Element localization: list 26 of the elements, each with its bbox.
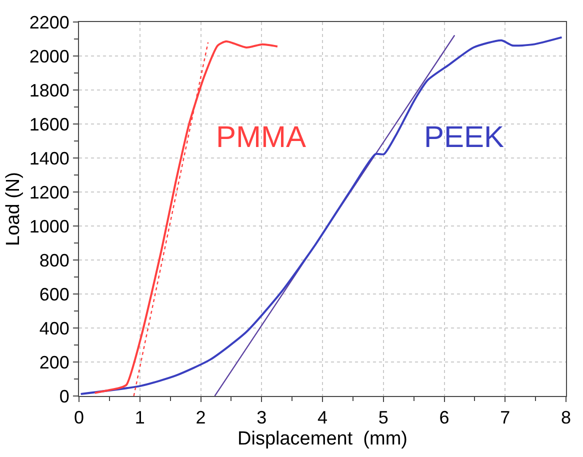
x-tick-label: 3 (256, 408, 267, 428)
x-tick-label: 2 (196, 408, 206, 428)
y-tick-label: 800 (39, 250, 70, 270)
x-tick-label: 0 (74, 408, 84, 428)
y-tick-label: 1000 (29, 216, 70, 236)
y-tick-label: 600 (39, 284, 70, 304)
y-axis-title: Load (N) (3, 172, 24, 246)
x-tick-label: 7 (500, 408, 510, 428)
y-tick-label: 1200 (29, 182, 70, 202)
y-tick-label: 0 (59, 386, 70, 406)
y-tick-label: 400 (39, 318, 70, 338)
y-tick-label: 200 (39, 352, 70, 372)
y-tick-label: 1800 (29, 80, 70, 100)
y-tick-label: 2000 (29, 46, 70, 66)
y-tick-label: 2200 (29, 12, 70, 32)
line-series (80, 36, 563, 395)
series-label: PEEK (424, 121, 504, 154)
x-tick-label: 5 (378, 408, 388, 428)
y-tick-label: 1600 (29, 114, 70, 134)
x-tick-label: 4 (317, 408, 328, 428)
series-label: PMMA (216, 121, 306, 154)
x-tick-label: 8 (560, 408, 572, 428)
x-axis-title: Displacement (mm) (238, 428, 408, 450)
x-tick-label: 6 (439, 408, 450, 428)
y-tick-label: 1400 (29, 148, 70, 168)
x-tick-label: 1 (134, 408, 145, 428)
